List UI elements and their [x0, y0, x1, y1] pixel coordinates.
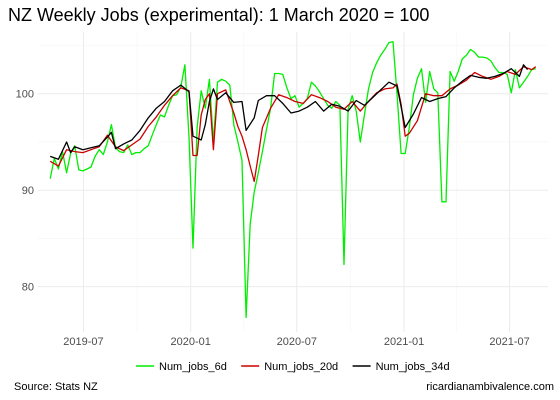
y-tick-label: 100	[16, 89, 34, 101]
x-tick-label: 2021-01	[384, 336, 424, 348]
chart-title: NZ Weekly Jobs (experimental): 1 March 2…	[8, 5, 429, 25]
series-lines	[49, 40, 537, 319]
site-caption: ricardianambivalence.com	[426, 381, 554, 393]
source-caption: Source: Stats NZ	[14, 381, 98, 393]
x-tick-label: 2020-01	[171, 336, 211, 348]
legend-label-num-jobs-34d: Num_jobs_34d	[376, 361, 450, 373]
grid-lines	[38, 32, 548, 332]
axis-tick-labels: 2019-07 2020-01 2020-07 2021-01 2021-07 80 90 1…	[16, 89, 530, 348]
series-line-num-jobs-34d	[49, 64, 529, 160]
legend: Num_jobs_6d Num_jobs_20d Num_jobs_34d	[136, 361, 450, 373]
y-tick-label: 80	[22, 282, 34, 294]
x-tick-label: 2021-07	[489, 336, 529, 348]
x-tick-label: 2019-07	[63, 336, 103, 348]
legend-label-num-jobs-6d: Num_jobs_6d	[159, 361, 227, 373]
y-tick-label: 90	[22, 185, 34, 197]
legend-label-num-jobs-20d: Num_jobs_20d	[264, 361, 338, 373]
series-line-num-jobs-20d	[49, 66, 537, 183]
series-line-num-jobs-6d	[49, 40, 536, 319]
x-tick-label: 2020-07	[277, 336, 317, 348]
